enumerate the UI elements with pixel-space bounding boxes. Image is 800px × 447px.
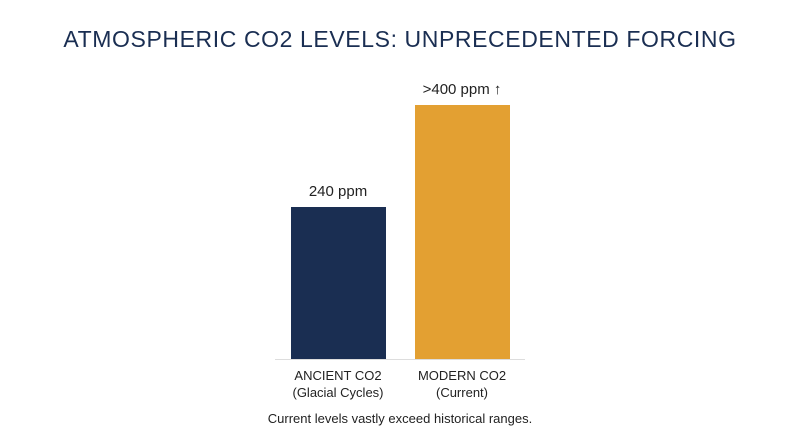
bar — [290, 206, 386, 359]
value-label: 240 ppm — [308, 182, 368, 200]
chart-title: ATMOSPHERIC CO2 LEVELS: UNPRECEDENTED FO… — [63, 26, 737, 52]
x-tick-label: ANCIENT CO2 (Glacial Cycles) — [292, 368, 384, 400]
baseline — [275, 359, 525, 360]
caption: Current levels vastly exceed historical … — [267, 411, 533, 426]
bar — [414, 105, 510, 359]
value-label: >400 ppm ↑ — [422, 81, 502, 98]
x-tick-label: MODERN CO2 (Current) — [417, 368, 507, 400]
